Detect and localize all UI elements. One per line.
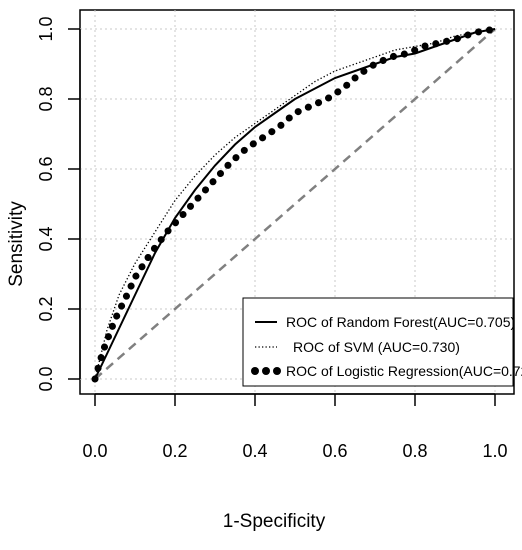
legend-dot <box>273 367 281 375</box>
legend-label-logistic-regression: ROC of Logistic Regression(AUC=0.725) <box>286 363 522 379</box>
legend-label-random-forest: ROC of Random Forest(AUC=0.705) <box>286 314 515 330</box>
legend-label-svm: ROC of SVM (AUC=0.730) <box>293 339 460 355</box>
y-tick-label: 0.4 <box>36 226 56 251</box>
x-axis-label: 1-Specificity <box>223 511 326 532</box>
x-tick-label: 0.4 <box>242 441 267 461</box>
legend: ROC of Random Forest(AUC=0.705) ROC of S… <box>242 297 522 387</box>
legend-marker-logistic-regression <box>251 367 281 375</box>
x-tick-label: 1.0 <box>482 441 507 461</box>
y-tick-label: 0.8 <box>36 86 56 111</box>
axes: 0.0 0.2 0.4 0.6 0.8 1.0 0.0 0.2 0.4 0.6 0.8 1.0 <box>36 16 508 461</box>
y-tick-label: 0.0 <box>36 366 56 391</box>
y-tick-label: 0.6 <box>36 156 56 181</box>
y-tick-label: 0.2 <box>36 296 56 321</box>
diagonal-line <box>94 28 496 380</box>
series-line-logistic-regression <box>91 25 499 383</box>
legend-dot <box>251 367 259 375</box>
x-tick-label: 0.2 <box>162 441 187 461</box>
legend-dot <box>262 367 270 375</box>
y-axis-label: Sensitivity <box>6 201 27 287</box>
diagonal-reference <box>94 28 496 380</box>
x-tick-label: 0.8 <box>402 441 427 461</box>
x-tick-label: 0.6 <box>322 441 347 461</box>
x-tick-label: 0.0 <box>82 441 107 461</box>
y-tick-label: 1.0 <box>36 16 56 41</box>
series-group <box>91 25 499 383</box>
legend-box <box>242 297 514 387</box>
